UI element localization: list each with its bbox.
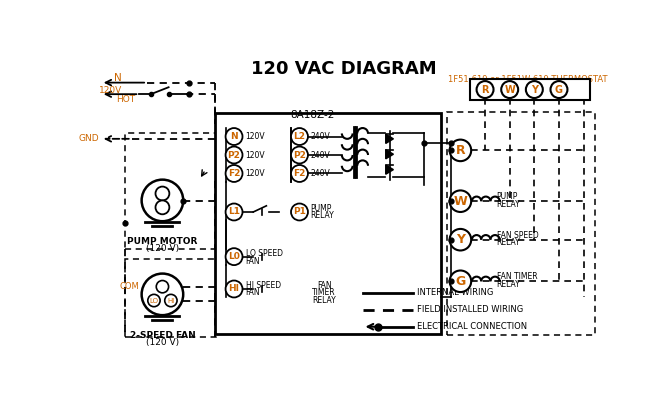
Circle shape (226, 204, 243, 220)
Text: W: W (505, 85, 515, 95)
Text: GND: GND (78, 134, 99, 143)
Text: FAN: FAN (246, 257, 260, 266)
Circle shape (450, 229, 471, 251)
Circle shape (291, 204, 308, 220)
Circle shape (291, 165, 308, 182)
Circle shape (450, 271, 471, 292)
Text: P2: P2 (228, 150, 241, 160)
Text: FIELD INSTALLED WIRING: FIELD INSTALLED WIRING (417, 305, 523, 314)
Text: Y: Y (531, 85, 538, 95)
Circle shape (450, 190, 471, 212)
Text: COM: COM (119, 282, 139, 291)
Text: N: N (230, 132, 238, 141)
Text: 240V: 240V (310, 169, 330, 178)
Circle shape (155, 200, 170, 214)
Text: RELAY: RELAY (496, 238, 521, 247)
Circle shape (291, 147, 308, 163)
Circle shape (141, 180, 183, 221)
Text: L0: L0 (228, 252, 240, 261)
Polygon shape (386, 134, 393, 143)
Text: FAN: FAN (317, 281, 332, 290)
Text: HI: HI (168, 297, 174, 303)
Circle shape (551, 81, 567, 98)
Text: ELECTRICAL CONNECTION: ELECTRICAL CONNECTION (417, 322, 527, 331)
Circle shape (226, 248, 243, 265)
Text: 120V: 120V (245, 132, 265, 141)
Text: P2: P2 (293, 150, 306, 160)
Text: 1F51-619 or 1F51W-619 THERMOSTAT: 1F51-619 or 1F51W-619 THERMOSTAT (448, 75, 608, 84)
Text: INTERNAL WIRING: INTERNAL WIRING (417, 288, 494, 297)
Circle shape (476, 81, 494, 98)
Text: 240V: 240V (310, 150, 330, 160)
Text: 120V: 120V (245, 169, 265, 178)
Text: (120 V): (120 V) (146, 338, 179, 347)
Text: RELAY: RELAY (496, 200, 521, 209)
Text: R: R (456, 144, 465, 157)
Text: L1: L1 (228, 207, 240, 217)
Circle shape (226, 128, 243, 145)
Circle shape (450, 140, 471, 161)
Text: RELAY: RELAY (496, 280, 521, 289)
Circle shape (165, 295, 177, 307)
Text: FAN SPEED: FAN SPEED (496, 230, 539, 240)
Bar (125, 259, 216, 337)
Text: (120 V): (120 V) (146, 244, 179, 253)
Bar (470, 79, 590, 100)
Text: FAN TIMER: FAN TIMER (496, 272, 537, 281)
Text: G: G (456, 275, 466, 288)
Text: HI: HI (228, 285, 240, 293)
Bar (215, 114, 441, 334)
Text: 2-SPEED FAN: 2-SPEED FAN (129, 331, 195, 339)
Text: PUMP: PUMP (310, 204, 332, 213)
Text: FAN: FAN (246, 288, 260, 297)
Circle shape (156, 280, 169, 293)
Text: 120 VAC DIAGRAM: 120 VAC DIAGRAM (251, 60, 436, 78)
Text: 240V: 240V (310, 132, 330, 141)
Text: P1: P1 (293, 207, 306, 217)
Circle shape (148, 295, 160, 307)
Text: W: W (454, 195, 467, 208)
Circle shape (226, 165, 243, 182)
Text: LO: LO (149, 297, 158, 303)
Text: 8A18Z-2: 8A18Z-2 (290, 110, 335, 120)
Text: N: N (114, 73, 122, 83)
Circle shape (291, 128, 308, 145)
Bar (448, 112, 595, 335)
Bar (125, 133, 216, 249)
Circle shape (501, 81, 518, 98)
Text: HOT: HOT (116, 95, 135, 104)
Text: F2: F2 (293, 169, 306, 178)
Text: G: G (555, 85, 563, 95)
Text: PUMP: PUMP (496, 192, 518, 201)
Circle shape (226, 147, 243, 163)
Text: Y: Y (456, 233, 465, 246)
Text: 120V: 120V (99, 86, 123, 95)
Text: RELAY: RELAY (310, 211, 334, 220)
Text: PUMP MOTOR: PUMP MOTOR (127, 237, 198, 246)
Circle shape (155, 186, 170, 200)
Text: RELAY: RELAY (312, 296, 336, 305)
Text: L2: L2 (293, 132, 306, 141)
Circle shape (526, 81, 543, 98)
Polygon shape (386, 165, 393, 174)
Text: TIMER: TIMER (312, 288, 336, 297)
Circle shape (141, 274, 183, 315)
Text: HI SPEED: HI SPEED (246, 281, 281, 290)
Text: R: R (481, 85, 489, 95)
Text: LO SPEED: LO SPEED (246, 249, 283, 258)
Circle shape (226, 280, 243, 297)
Polygon shape (386, 150, 393, 159)
Text: F2: F2 (228, 169, 241, 178)
Text: 120V: 120V (245, 150, 265, 160)
